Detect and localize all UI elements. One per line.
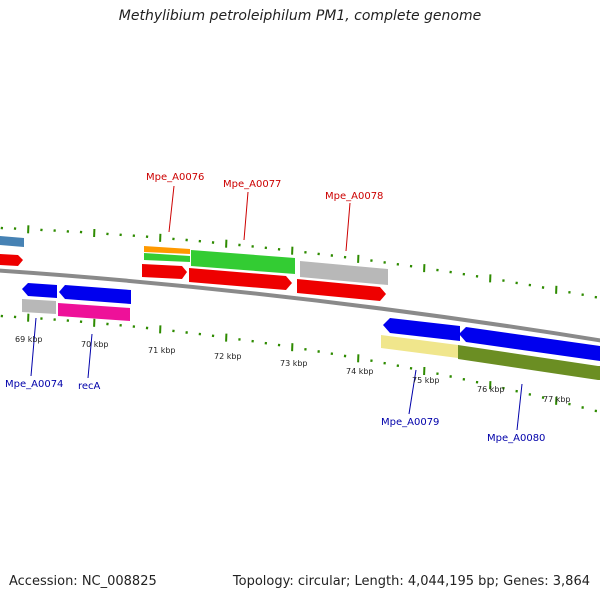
label-leaders <box>30 185 523 431</box>
kbp-label: 70 kbp <box>81 340 109 349</box>
gene-label-mpe-a0077[interactable]: Mpe_A0077 <box>223 179 281 190</box>
genome-title: Methylibium petroleiphilum PM1, complete… <box>118 8 482 24</box>
inner-tick-track <box>0 313 598 413</box>
gene-feature-green[interactable] <box>144 253 190 262</box>
kbp-label: 72 kbp <box>214 352 242 361</box>
forward-strand-features <box>0 236 388 301</box>
gene-feature-yellow[interactable] <box>381 335 458 358</box>
gene-arrow-red[interactable] <box>297 279 386 301</box>
gene-feature-gray[interactable] <box>300 261 388 285</box>
gene-feature-green[interactable] <box>191 250 295 274</box>
gene-arrow-blue[interactable] <box>383 318 460 341</box>
gene-arrow-blue[interactable] <box>59 285 131 304</box>
gene-label-mpe-a0078[interactable]: Mpe_A0078 <box>325 191 383 202</box>
gene-feature-magenta[interactable] <box>58 303 130 321</box>
gene-arrow-red[interactable] <box>189 268 292 290</box>
gene-label-mpe-a0079[interactable]: Mpe_A0079 <box>381 417 439 428</box>
gene-feature-steelblue[interactable] <box>0 236 24 247</box>
reverse-strand-features <box>22 283 600 380</box>
gene-label-mpe-a0080[interactable]: Mpe_A0080 <box>487 433 545 444</box>
kbp-label: 73 kbp <box>280 359 308 368</box>
gene-feature-orange[interactable] <box>144 246 190 254</box>
kbp-label: 74 kbp <box>346 367 374 376</box>
kbp-label: 71 kbp <box>148 346 176 355</box>
kbp-label: 69 kbp <box>15 335 43 344</box>
gene-arrow-red[interactable] <box>0 254 23 266</box>
gene-arrow-red[interactable] <box>142 264 187 279</box>
gene-arrow-blue[interactable] <box>22 283 57 298</box>
accession-text: Accession: NC_008825 <box>9 574 157 589</box>
kbp-label: 76 kbp <box>477 385 505 394</box>
gene-feature-olive[interactable] <box>458 345 598 380</box>
kbp-ruler-labels: 69 kbp 70 kbp 71 kbp 72 kbp 73 kbp 74 kb… <box>15 335 571 404</box>
gene-label-mpe-a0074[interactable]: Mpe_A0074 <box>5 379 63 390</box>
gene-label-mpe-a0076[interactable]: Mpe_A0076 <box>146 172 204 183</box>
gene-arrow-blue[interactable] <box>459 327 600 361</box>
gene-feature-gray[interactable] <box>22 299 56 314</box>
genome-summary-text: Topology: circular; Length: 4,044,195 bp… <box>232 574 590 589</box>
outer-tick-track <box>0 225 598 299</box>
kbp-label: 77 kbp <box>543 395 571 404</box>
genome-backbone <box>0 268 600 343</box>
gene-label-reca[interactable]: recA <box>78 381 101 392</box>
kbp-label: 75 kbp <box>412 376 440 385</box>
